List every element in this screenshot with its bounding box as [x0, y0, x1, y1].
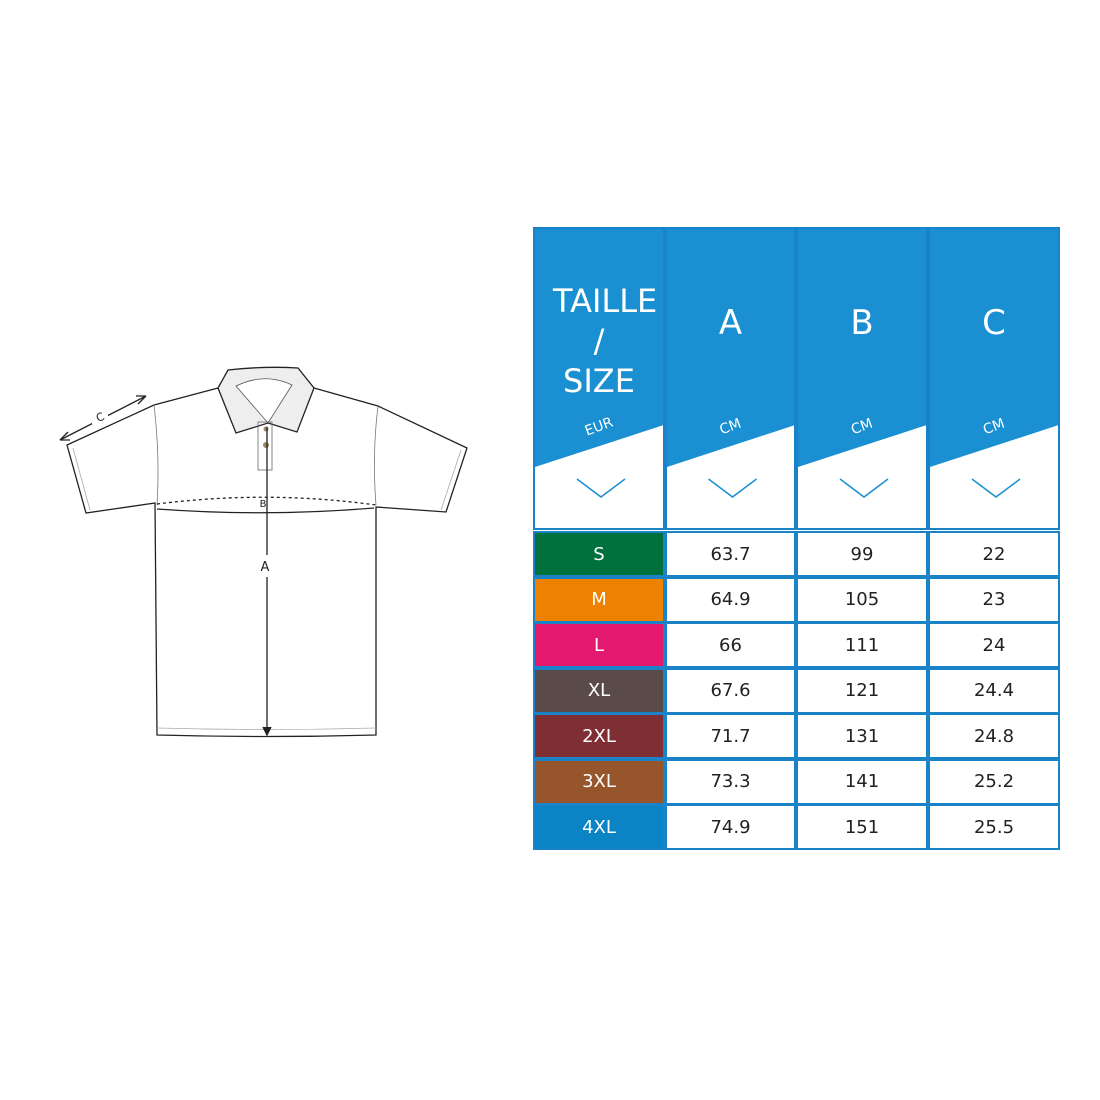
label-a: A — [261, 560, 270, 575]
shirt-outline — [66, 387, 468, 738]
measurement-a: 67.6 — [665, 667, 796, 714]
measurement-b: 105 — [796, 576, 928, 623]
table-row: 4XL 74.9 151 25.5 — [533, 804, 1060, 850]
table-row: M 64.9 105 23 — [533, 576, 1060, 623]
measurement-c: 25.2 — [928, 758, 1060, 805]
measurement-c: 24.8 — [928, 713, 1060, 759]
column-title: TAILLE / SIZE — [553, 282, 658, 400]
button-icon — [263, 442, 269, 448]
measurement-b: 99 — [796, 531, 928, 577]
measurement-b: 121 — [796, 667, 928, 714]
size-label: XL — [533, 667, 665, 714]
measurement-b: 151 — [796, 804, 928, 850]
column-header-c: C CM — [928, 227, 1060, 530]
measurement-c: 23 — [928, 576, 1060, 623]
measurement-b: 141 — [796, 758, 928, 805]
chevron-down-icon — [708, 478, 757, 498]
measurement-a: 71.7 — [665, 713, 796, 759]
measurement-a: 66 — [665, 622, 796, 668]
table-row: 3XL 73.3 141 25.2 — [533, 758, 1060, 805]
measurement-a: 73.3 — [665, 758, 796, 805]
measurement-c: 22 — [928, 531, 1060, 577]
chevron-down-icon — [576, 478, 626, 498]
placket — [257, 421, 273, 471]
column-title: C — [982, 303, 1006, 343]
measurement-c: 24.4 — [928, 667, 1060, 714]
table-row: S 63.7 99 22 — [533, 531, 1060, 577]
size-label: 2XL — [533, 713, 665, 759]
measurement-a: 63.7 — [665, 531, 796, 577]
size-label: M — [533, 576, 665, 623]
column-title: A — [718, 303, 743, 343]
measurement-a: 74.9 — [665, 804, 796, 850]
table-row: XL 67.6 121 24.4 — [533, 667, 1060, 714]
size-label: 3XL — [533, 758, 665, 805]
measurement-c: 25.5 — [928, 804, 1060, 850]
label-b: B — [260, 499, 267, 510]
measurement-c: 24 — [928, 622, 1060, 668]
table-row: 2XL 71.7 131 24.8 — [533, 713, 1060, 759]
measurement-a: 64.9 — [665, 576, 796, 623]
measurement-b: 131 — [796, 713, 928, 759]
chevron-down-icon — [839, 478, 889, 498]
column-header-b: B CM — [796, 227, 928, 530]
size-label: L — [533, 622, 665, 668]
size-label: S — [533, 531, 665, 577]
column-header-a: A CM — [665, 227, 796, 530]
size-label: 4XL — [533, 804, 665, 850]
column-header-size: TAILLE / SIZE EUR — [533, 227, 665, 530]
chevron-down-icon — [971, 478, 1021, 498]
table-row: L 66 111 24 — [533, 622, 1060, 668]
measurement-b: 111 — [796, 622, 928, 668]
column-title: B — [850, 303, 874, 343]
